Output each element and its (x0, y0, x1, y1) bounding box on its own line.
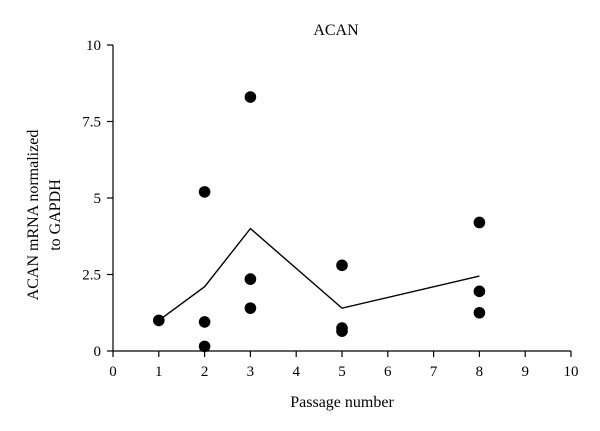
x-tick-label: 5 (338, 364, 346, 380)
data-point (244, 91, 257, 103)
y-tick-label: 2.5 (82, 268, 101, 284)
x-axis-label: Passage number (290, 394, 394, 411)
x-tick-label: 0 (109, 364, 117, 380)
y-axis-label-line-2: to GAPDH (47, 179, 64, 251)
y-axis-label: ACAN mRNA normalized to GAPDH (25, 130, 64, 301)
data-point (473, 285, 486, 298)
data-point (153, 314, 165, 327)
y-tick-label: 10 (86, 38, 101, 54)
x-tick-label: 8 (476, 364, 484, 380)
data-point (198, 316, 211, 328)
data-point (473, 216, 486, 229)
data-point (473, 306, 486, 319)
y-axis-ticks: 0 2.5 5 7.5 10 (82, 38, 113, 360)
data-point (244, 273, 257, 285)
x-tick-label: 7 (430, 364, 438, 380)
y-tick-label: 7.5 (82, 115, 101, 131)
data-point (198, 340, 211, 353)
y-tick-label: 5 (94, 191, 102, 207)
data-point (336, 325, 348, 337)
x-tick-label: 3 (247, 364, 255, 380)
data-point (244, 302, 257, 314)
x-tick-label: 10 (564, 364, 579, 380)
data-point (336, 259, 348, 272)
data-point (198, 186, 211, 198)
y-tick-label: 0 (94, 344, 102, 360)
x-axis-ticks: 0 1 2 3 4 5 6 7 8 9 10 (109, 351, 579, 380)
x-tick-label: 4 (292, 364, 300, 380)
x-tick-label: 1 (155, 364, 163, 380)
chart-title: ACAN (313, 22, 359, 39)
x-tick-label: 9 (521, 364, 529, 380)
x-tick-label: 2 (201, 364, 209, 380)
mean-line-group (158, 227, 480, 321)
y-axis-label-line-1: ACAN mRNA normalized (25, 130, 42, 301)
x-tick-label: 6 (384, 364, 392, 380)
data-points (153, 91, 486, 353)
mean-line (158, 227, 480, 321)
